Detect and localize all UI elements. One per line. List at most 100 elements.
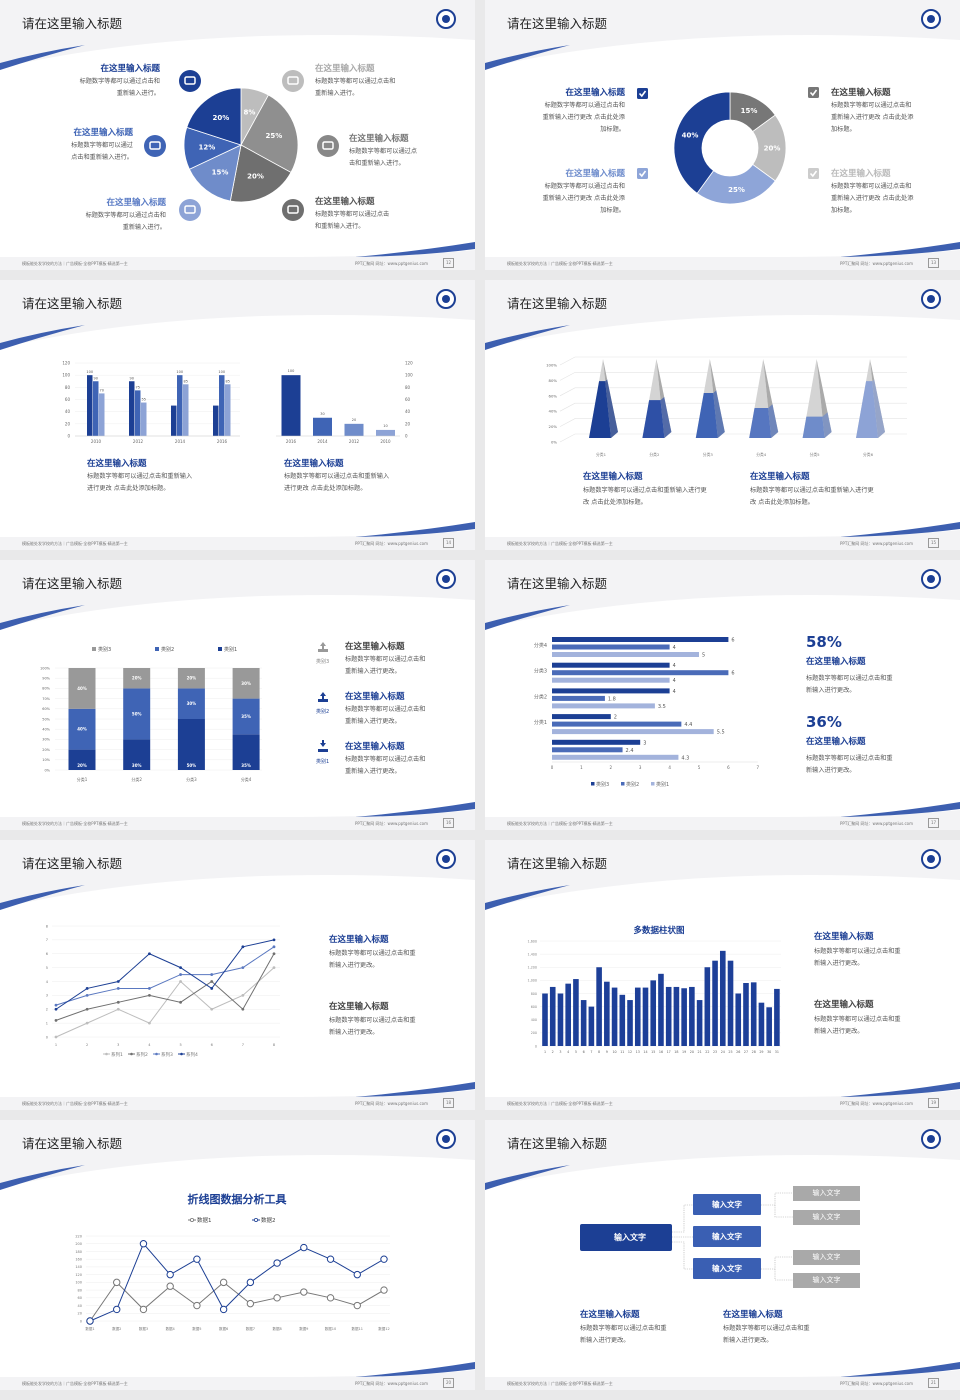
item-title: 在这里输入标题 (565, 169, 625, 179)
legend-label: 类别3 (98, 646, 111, 653)
slide-20[interactable]: 请在这里输入标题 模板能处发学校的方法｜广告模板·全校PPT模板·精选第一主 PPT… (0, 1120, 475, 1390)
y-tick-label: 0% (44, 768, 50, 772)
data-point (85, 993, 89, 997)
pyramid-bar (802, 416, 825, 438)
item-description: 标题数字等都可以通过点击和 重新输入进行更改。 (345, 756, 426, 775)
x-tick-label: 30 (767, 1050, 771, 1054)
gridline (559, 356, 907, 366)
x-tick-label: 7 (242, 1043, 244, 1047)
slide-13[interactable]: 请在这里输入标题 模板能处发学校的方法｜广告模板·全校PPT模板·精选第一主 PPT… (485, 0, 960, 270)
stacked-bar (68, 749, 96, 770)
stacked-bar (123, 688, 151, 740)
y-tick-label: 0 (405, 434, 408, 439)
data-label: 50% (187, 763, 197, 768)
leaf-node[interactable]: 输入文字 (793, 1186, 860, 1201)
slide-18[interactable]: 请在这里输入标题 模板能处发学校的方法｜广告模板·全校PPT模板·精选第一主 PPT… (0, 840, 475, 1110)
bar (774, 988, 780, 1046)
data-label: 100 (176, 370, 183, 374)
x-tick-label: 数据2 (112, 1326, 121, 1331)
data-label: 85 (184, 379, 188, 383)
data-point (139, 1240, 148, 1248)
leaf-node[interactable]: 输入文字 (793, 1210, 860, 1225)
bar (552, 714, 611, 720)
legend-marker (155, 1052, 158, 1056)
bar (681, 988, 687, 1046)
y-tick-label: 80 (405, 385, 411, 390)
series-line (55, 946, 275, 1006)
logo-mark (442, 575, 450, 583)
slide-title: 请在这里输入标题 (507, 296, 608, 311)
data-label: 100 (288, 369, 295, 373)
bar (719, 950, 726, 1046)
slide-title: 请在这里输入标题 (507, 856, 608, 871)
pie-slice (673, 91, 731, 194)
y-tick-label: 60 (65, 397, 71, 402)
bar (658, 973, 664, 1046)
stat-value: 36% (806, 713, 842, 731)
gridline (559, 372, 907, 381)
item-description: 标题数字等都可以通过点击和 重新输入进行更改 点击此处添 加标题。 (542, 102, 625, 133)
y-tick-label: 8 (46, 924, 48, 928)
footer-text: 模板能处发学校的方法｜广告模板·全校PPT模板·精选第一主 (22, 1381, 128, 1386)
data-label: 40% (77, 727, 87, 732)
slide-17[interactable]: 请在这里输入标题 模板能处发学校的方法｜广告模板·全校PPT模板·精选第一主 PPT… (485, 560, 960, 830)
footer-text: 模板能处发学校的方法｜广告模板·全校PPT模板·精选第一主 (507, 821, 613, 826)
leaf-node[interactable]: 输入文字 (793, 1250, 860, 1265)
y-tick-label: 220 (75, 1234, 82, 1238)
data-point (210, 1007, 214, 1011)
x-tick-label: 4 (668, 765, 671, 770)
pyramid-bar (642, 400, 665, 438)
footer-text: 模板能处发学校的方法｜广告模板·全校PPT模板·精选第一主 (507, 1381, 613, 1386)
root-node[interactable]: 输入文字 (580, 1224, 672, 1251)
data-point (273, 1259, 281, 1267)
slide-14[interactable]: 请在这里输入标题 模板能处发学校的方法｜广告模板·全校PPT模板·精选第一主 PPT… (0, 280, 475, 550)
x-tick-label: 数据10 (325, 1326, 336, 1331)
footer-site: PPT汇聚网 网址：www.pptgenius.com (840, 821, 913, 826)
stacked-bar (123, 668, 151, 689)
page-number: 15 (928, 538, 939, 548)
slide-15[interactable]: 请在这里输入标题 模板能处发学校的方法｜广告模板·全校PPT模板·精选第一主 PPT… (485, 280, 960, 550)
x-tick-label: 数据1 (85, 1326, 94, 1331)
y-tick-label: 200 (75, 1242, 82, 1246)
child-node[interactable]: 输入文字 (693, 1194, 761, 1215)
slide-16[interactable]: 请在这里输入标题 模板能处发学校的方法｜广告模板·全校PPT模板·精选第一主 PPT… (0, 560, 475, 830)
logo-mark (442, 1135, 450, 1143)
data-label: 30% (241, 681, 251, 686)
item-description: 标题数字等都可以通过点击和 重新输入进行更改 点击此处添 加标题。 (831, 102, 914, 133)
item-description: 标题数字等都可以通过点击和 重新输入进行更改 点击此处添 加标题。 (542, 183, 625, 214)
pyramid-bar-side (605, 379, 618, 438)
footer-site: PPT汇聚网 网址：www.pptgenius.com (840, 541, 913, 546)
child-node[interactable]: 输入文字 (693, 1226, 761, 1247)
item-description: 标题数字等都可以通过点击和重新输入进行更 改 点击此处添加标题。 (750, 487, 874, 506)
bar (219, 375, 225, 436)
child-node[interactable]: 输入文字 (693, 1258, 761, 1279)
item-title: 在这里输入标题 (349, 134, 409, 144)
y-tick-label: 80% (549, 378, 558, 383)
data-point (179, 980, 182, 983)
gridline (559, 387, 907, 397)
chart: 0% 20% 40% 60% 80% 100% 分类1 分类2 分类3 分类4 分类5 分类6 (546, 356, 907, 457)
item-description: 标题数字等都可以通过点击和重 新输入进行更改。 (806, 675, 893, 694)
item-title: 在这里输入标题 (87, 459, 147, 469)
leaf-node[interactable]: 输入文字 (793, 1273, 860, 1288)
item-title: 在这里输入标题 (345, 692, 405, 702)
bar (552, 688, 670, 694)
legend-swatch (155, 647, 159, 651)
slide-21[interactable]: 请在这里输入标题 模板能处发学校的方法｜广告模板·全校PPT模板·精选第一主 PPT… (485, 1120, 960, 1390)
stacked-bar (232, 698, 260, 735)
chart: 0 1 2 3 4 5 6 7 6 4 5 分类4 4 6 4 分类3 4 1.8 3.5 分类2 2 4.4 5.5 分类1… (534, 637, 760, 788)
accent-swoosh (840, 242, 960, 257)
bar (596, 967, 602, 1046)
y-tick-label: 20 (405, 421, 411, 426)
x-tick-label: 2 (86, 1043, 88, 1047)
stat-value: 58% (806, 633, 842, 651)
category-tag: 类别1 (316, 759, 330, 765)
slide-19[interactable]: 请在这里输入标题 模板能处发学校的方法｜广告模板·全校PPT模板·精选第一主 PPT… (485, 840, 960, 1110)
slide-12[interactable]: 请在这里输入标题 模板能处发学校的方法｜广告模板·全校PPT模板·精选第一主 PPT… (0, 0, 475, 270)
bar (552, 721, 682, 727)
stacked-bar (123, 739, 151, 770)
data-point (246, 1299, 255, 1308)
x-tick-label: 分类4 (756, 452, 767, 457)
logo (921, 9, 941, 29)
pyramid-bar-side (713, 390, 725, 438)
